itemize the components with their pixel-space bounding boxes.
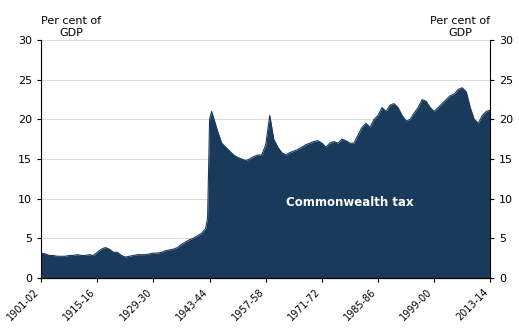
Text: Per cent of
GDP: Per cent of GDP [41, 15, 101, 38]
Text: Commonwealth tax: Commonwealth tax [286, 196, 414, 209]
Text: Per cent of
GDP: Per cent of GDP [430, 15, 490, 38]
